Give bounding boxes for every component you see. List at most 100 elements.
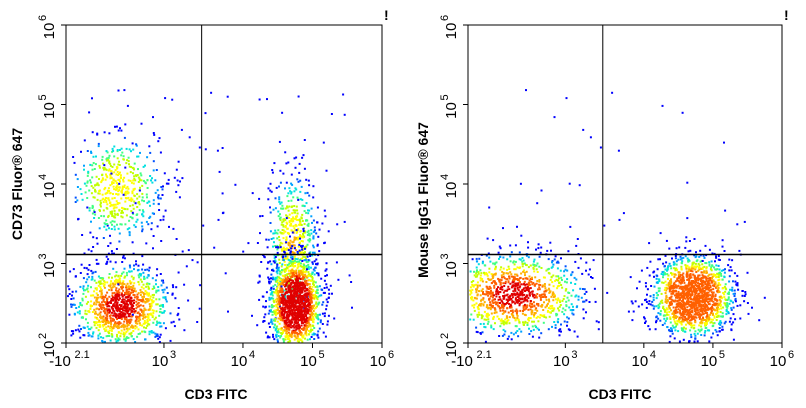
event-dot — [293, 295, 296, 298]
event-dot — [293, 323, 296, 326]
event-dot — [519, 293, 522, 296]
event-dot — [495, 261, 498, 264]
event-dot — [137, 301, 140, 304]
event-dot — [152, 300, 155, 303]
event-dot — [316, 314, 319, 317]
event-dot — [97, 337, 100, 340]
event-dot — [128, 321, 131, 324]
event-dot — [322, 301, 325, 304]
event-dot — [542, 284, 545, 287]
event-dot — [95, 288, 98, 291]
event-dot — [80, 150, 82, 153]
event-dot — [506, 288, 509, 291]
event-dot — [547, 258, 550, 261]
event-dot — [281, 111, 284, 114]
event-dot — [156, 225, 159, 228]
event-dot — [120, 212, 123, 214]
event-dot — [680, 305, 683, 308]
event-dot — [299, 296, 302, 299]
event-dot — [297, 307, 300, 309]
event-dot — [300, 185, 303, 188]
event-dot — [275, 305, 278, 308]
event-dot — [74, 196, 77, 199]
event-dot — [116, 149, 119, 151]
event-dot — [120, 329, 123, 332]
event-dot — [80, 328, 82, 330]
event-dot — [121, 216, 124, 219]
event-dot — [294, 275, 297, 278]
event-dot — [290, 318, 293, 321]
event-dot — [297, 308, 300, 311]
event-dot — [310, 293, 313, 296]
event-dot — [162, 291, 165, 294]
event-dot — [140, 122, 143, 125]
event-dot — [509, 306, 512, 309]
event-dot — [286, 276, 289, 279]
event-dot — [199, 284, 202, 287]
event-dot — [110, 250, 113, 253]
event-dot — [551, 325, 553, 328]
event-dot — [513, 263, 516, 266]
event-dot — [518, 304, 521, 307]
event-dot — [112, 327, 115, 329]
event-dot — [511, 300, 514, 303]
event-dot — [299, 284, 302, 287]
event-dot — [567, 317, 570, 320]
event-dot — [305, 301, 308, 303]
event-dot — [698, 330, 701, 333]
event-dot — [507, 265, 510, 268]
event-dot — [301, 156, 304, 159]
event-dot — [568, 329, 571, 332]
event-dot — [126, 104, 129, 107]
event-dot — [291, 276, 294, 278]
event-dot — [304, 281, 307, 283]
event-dot — [152, 202, 155, 205]
event-dot — [276, 244, 279, 247]
event-dot — [155, 274, 158, 277]
event-dot — [309, 295, 311, 298]
event-dot — [289, 326, 292, 329]
event-dot — [313, 333, 316, 336]
event-dot — [169, 312, 172, 315]
event-dot — [306, 287, 308, 290]
event-dot — [316, 206, 319, 209]
event-dot — [274, 318, 277, 320]
event-dot — [111, 292, 114, 295]
event-dot — [141, 230, 144, 233]
event-dot — [156, 322, 159, 325]
event-dot — [508, 277, 511, 280]
event-dot — [87, 170, 90, 173]
event-dot — [716, 310, 719, 313]
event-dot — [522, 270, 525, 273]
event-dot — [130, 150, 132, 153]
event-dot — [549, 307, 552, 310]
event-dot — [293, 338, 296, 341]
event-dot — [538, 336, 541, 339]
event-dot — [83, 164, 85, 167]
event-dot — [528, 275, 531, 278]
event-dot — [529, 287, 532, 290]
event-dot — [81, 198, 84, 201]
event-dot — [198, 146, 201, 149]
event-dot — [117, 299, 120, 301]
event-dot — [301, 248, 304, 251]
event-dot — [483, 310, 486, 313]
event-dot — [507, 296, 510, 299]
event-dot — [281, 229, 284, 231]
event-dot — [116, 202, 119, 204]
event-dot — [494, 273, 496, 276]
event-dot — [312, 268, 315, 271]
event-dot — [297, 180, 300, 183]
event-dot — [300, 302, 303, 305]
event-dot — [544, 289, 547, 292]
event-dot — [105, 201, 108, 204]
event-dot — [269, 182, 272, 185]
event-dot — [277, 335, 280, 337]
event-dot — [286, 206, 289, 209]
event-dot — [155, 283, 157, 286]
event-dot — [505, 289, 508, 292]
event-dot — [585, 269, 587, 272]
event-dot — [269, 289, 272, 291]
event-dot — [479, 303, 482, 306]
event-dot — [269, 293, 272, 296]
